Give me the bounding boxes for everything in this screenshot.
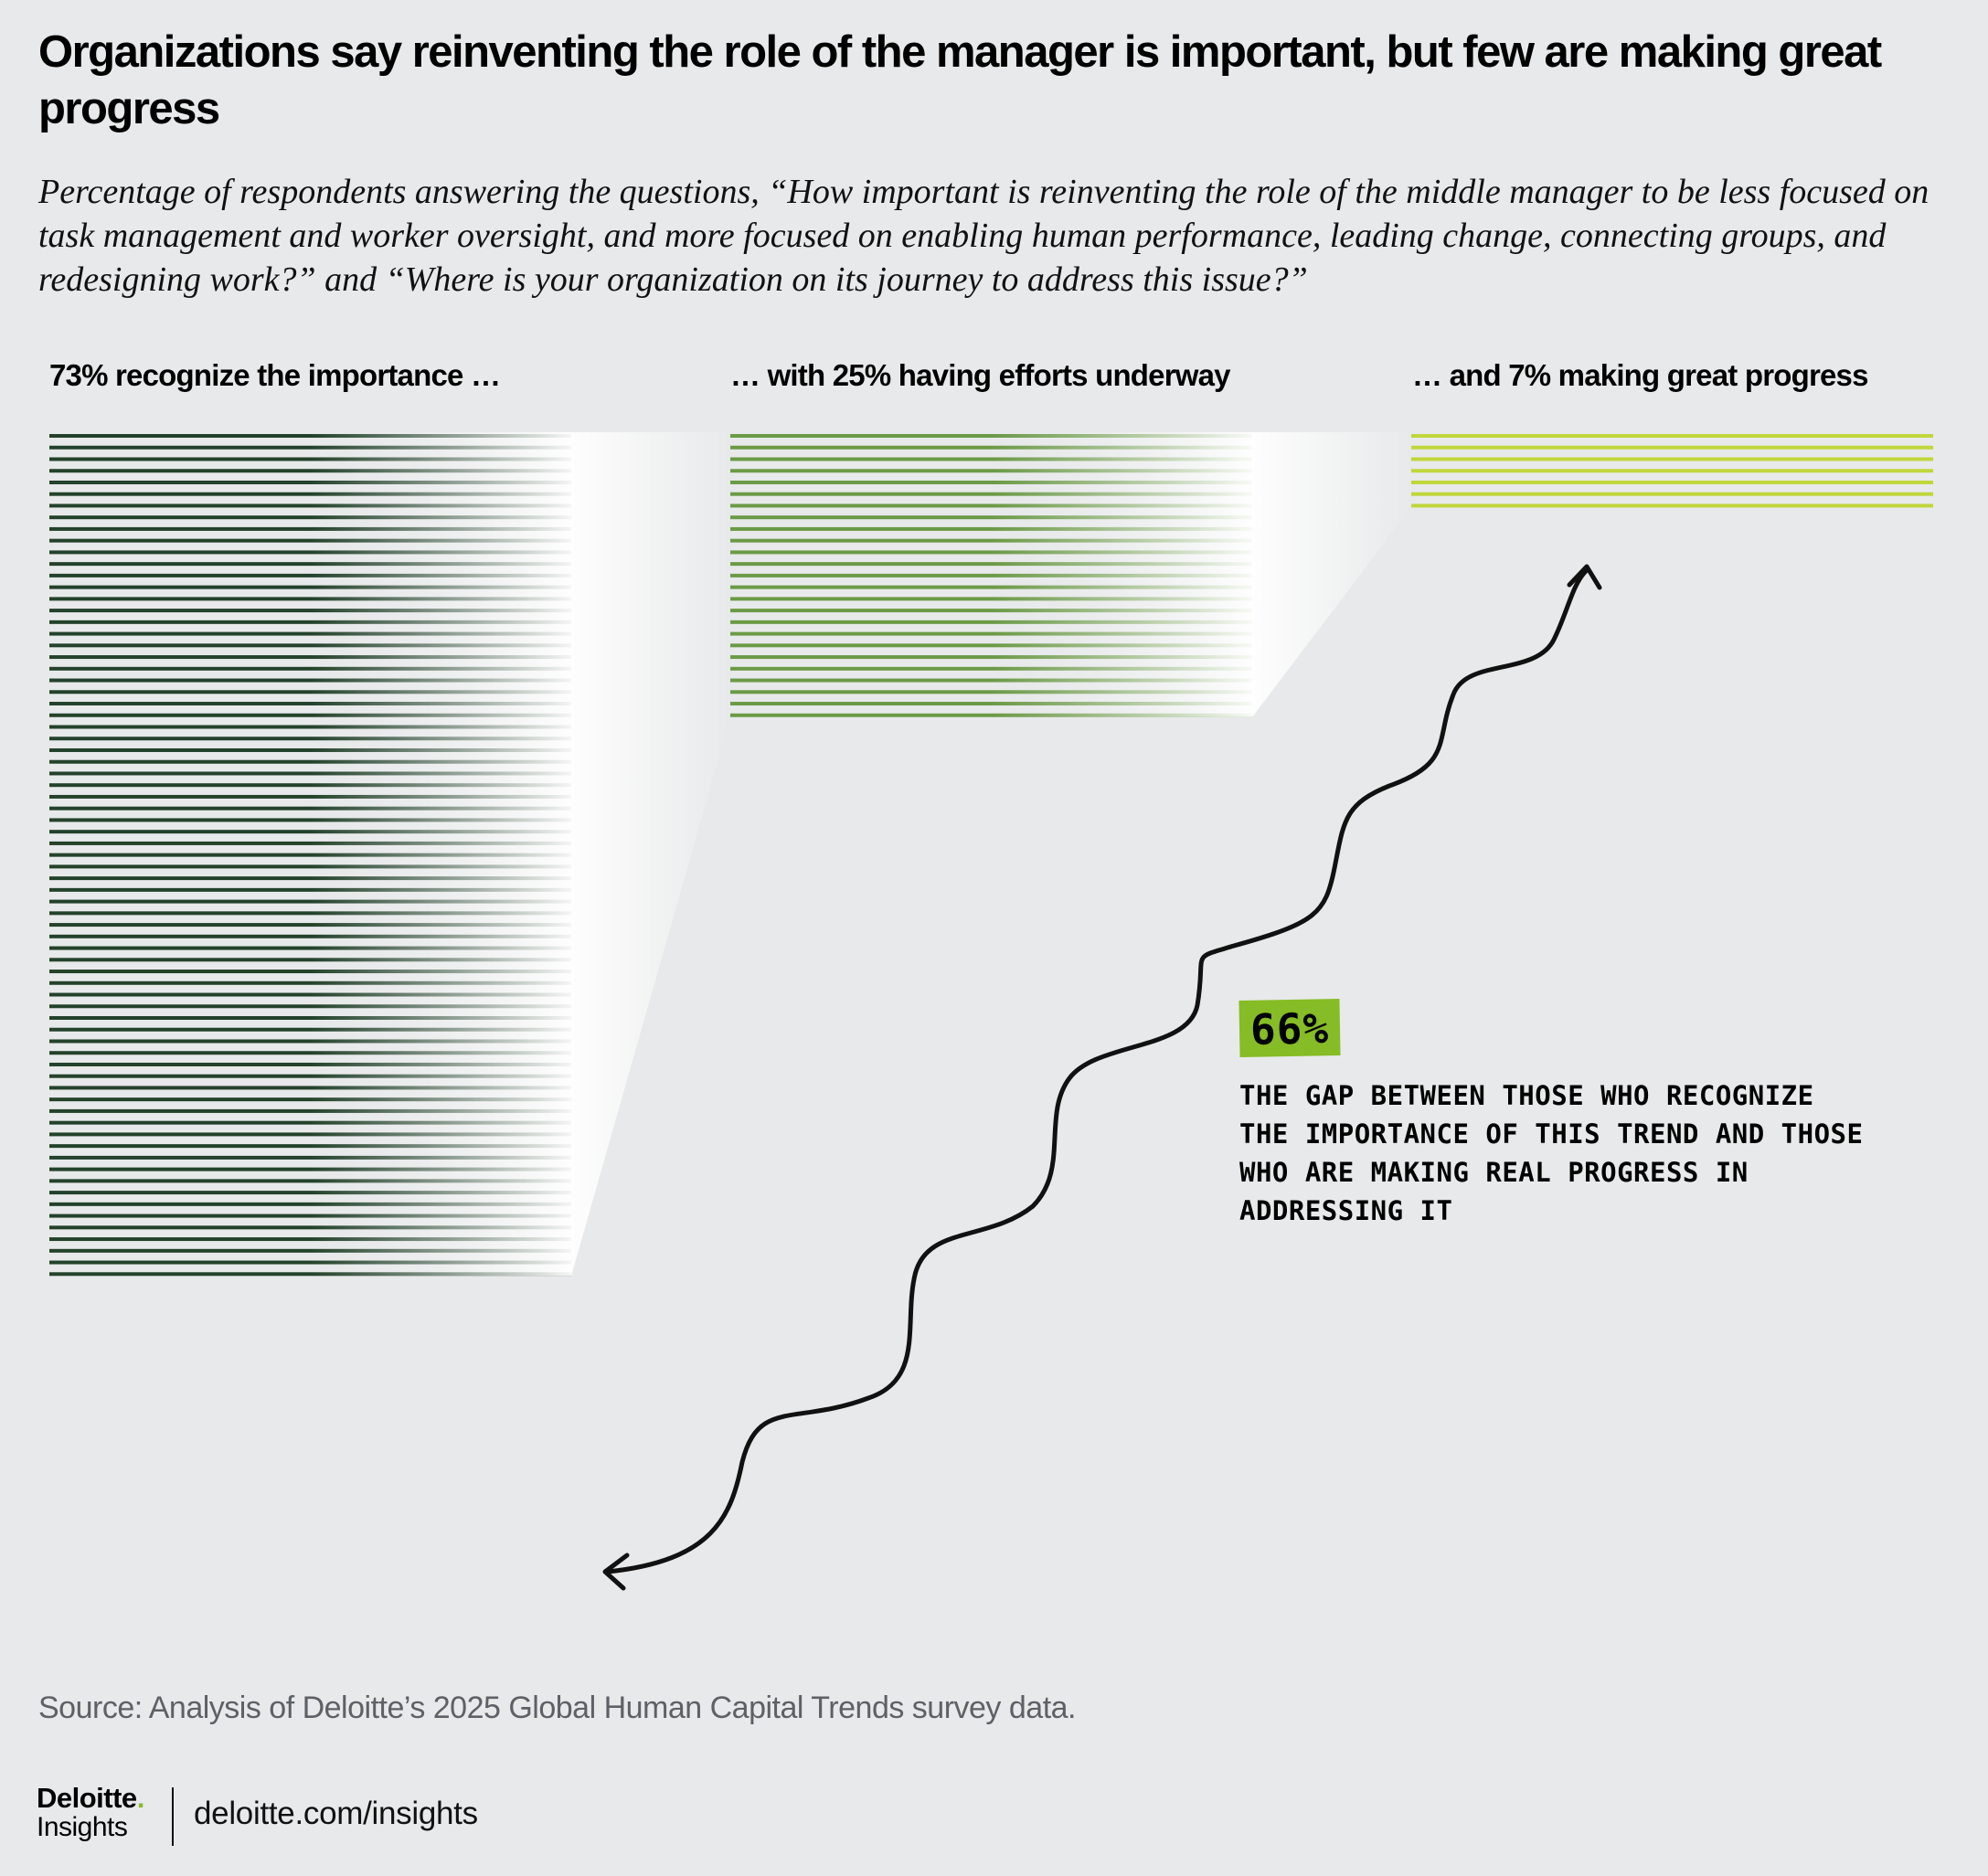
bar-fade-2 (730, 432, 1252, 717)
bar-line (1411, 492, 1933, 496)
bar-line (1411, 434, 1933, 438)
bar-line (1411, 480, 1933, 484)
brand-sub: Insights (37, 1812, 128, 1842)
bar-fades (49, 432, 1252, 1277)
gap-callout: 66% The gap between those who recognize … (1239, 999, 1879, 1230)
brand-dot: . (136, 1782, 145, 1814)
label-underway: … with 25% having efforts underway (730, 358, 1231, 392)
bar-line (1411, 445, 1933, 450)
funnel-connector-1 (571, 432, 730, 1277)
gap-arrow-head-bottom (602, 1553, 630, 1591)
funnel-connectors (571, 432, 1411, 1277)
chart-title: Organizations say reinventing the role o… (38, 27, 1882, 133)
label-great-progress: … and 7% making great progress (1412, 358, 1868, 392)
bar-fade-1 (49, 432, 571, 1277)
label-recognize: 73% recognize the importance … (49, 358, 501, 392)
brand-divider (172, 1787, 174, 1846)
bar-group-3 (1411, 434, 1933, 508)
bar-line (1411, 469, 1933, 473)
gap-arrow-head-top (1567, 564, 1602, 590)
chart-subtitle: Percentage of respondents answering the … (38, 173, 1930, 299)
gap-arrow-curve (605, 568, 1589, 1574)
gap-description: The gap between those who recognize the … (1239, 1080, 1864, 1226)
funnel-connector-2 (1252, 432, 1411, 717)
brand-name: Deloitte (37, 1782, 137, 1814)
deloitte-logo: Deloitte. Insights (37, 1784, 144, 1842)
bar-line (1411, 457, 1933, 461)
source-note: Source: Analysis of Deloitte’s 2025 Glob… (38, 1691, 1077, 1725)
bar-line (1411, 503, 1933, 508)
brand-url[interactable]: deloitte.com/insights (194, 1796, 478, 1831)
gap-value-badge: 66% (1239, 999, 1341, 1057)
